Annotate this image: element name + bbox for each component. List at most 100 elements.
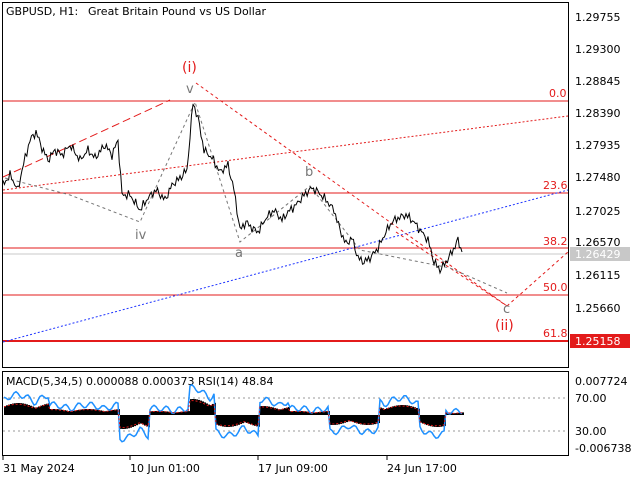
macd-bar xyxy=(50,409,52,415)
macd-bar xyxy=(288,407,290,415)
wave-label-b: b xyxy=(305,165,313,180)
macd-bar xyxy=(104,411,106,415)
macd-bar xyxy=(12,403,14,415)
price-tick: 1.28390 xyxy=(575,107,621,120)
macd-bar xyxy=(34,407,36,415)
macd-bar xyxy=(22,403,24,415)
time-tick: 17 Jun 09:00 xyxy=(258,462,328,475)
macd-bar xyxy=(254,415,256,426)
macd-bar xyxy=(80,409,82,415)
macd-bar xyxy=(226,415,228,427)
macd-bar xyxy=(178,412,180,415)
current-price-label: 1.26429 xyxy=(575,248,621,261)
macd-bar xyxy=(370,415,372,425)
macd-bar xyxy=(112,409,114,415)
macd-bar xyxy=(152,411,154,415)
macd-bar xyxy=(330,415,332,425)
macd-bar xyxy=(48,403,50,415)
macd-bar xyxy=(216,415,218,425)
macd-bar xyxy=(320,411,322,415)
wave-ii-upper-line[interactable] xyxy=(195,82,508,307)
red-dashed-channel[interactable] xyxy=(2,99,171,178)
macd-bar xyxy=(198,399,200,415)
macd-bar xyxy=(218,415,220,426)
macd-bar xyxy=(446,412,448,415)
macd-bar xyxy=(154,411,156,415)
macd-bar xyxy=(272,407,274,415)
macd-bar xyxy=(252,415,254,426)
macd-bar xyxy=(182,411,184,415)
macd-bar xyxy=(452,413,454,415)
macd-bar xyxy=(192,399,194,415)
wave-label-a: a xyxy=(235,246,243,261)
macd-bar xyxy=(380,407,382,415)
macd-bar xyxy=(262,406,264,415)
macd-bar xyxy=(122,415,124,429)
fibonacci-levels[interactable]: 0.0 23.6 38.2 50.0 61.8 xyxy=(3,87,568,342)
macd-bar xyxy=(374,415,376,425)
macd-bar xyxy=(434,415,436,427)
macd-bar xyxy=(358,415,360,424)
macd-bar xyxy=(120,415,122,429)
macd-bar xyxy=(124,415,126,429)
macd-bar xyxy=(348,415,350,422)
macd-bar xyxy=(166,411,168,415)
macd-bar xyxy=(414,407,416,415)
macd-bar xyxy=(162,411,164,415)
macd-bar xyxy=(280,409,282,415)
macd-bar xyxy=(58,409,60,415)
macd-bar xyxy=(150,411,152,415)
macd-bar xyxy=(388,407,390,415)
macd-bar xyxy=(72,410,74,415)
macd-bar xyxy=(350,415,352,422)
macd-bar xyxy=(18,403,20,415)
macd-bar xyxy=(156,411,158,415)
macd-bar xyxy=(114,409,116,415)
macd-bar xyxy=(284,408,286,415)
rsi-line xyxy=(3,383,463,443)
price-tick: 1.26570 xyxy=(575,236,621,249)
macd-bar xyxy=(246,415,248,423)
macd-bar xyxy=(4,406,6,415)
macd-bar xyxy=(142,415,144,425)
macd-bar xyxy=(10,404,12,415)
macd-bar xyxy=(136,415,138,426)
macd-bar xyxy=(264,406,266,415)
macd-bar xyxy=(366,415,368,425)
wave-ii-projection-line[interactable] xyxy=(506,251,569,307)
fib-label: 50.0 xyxy=(543,281,568,294)
macd-bar xyxy=(92,409,94,415)
macd-bar xyxy=(134,415,136,427)
symbol-description: Great Britain Pound vs US Dollar xyxy=(88,5,267,18)
macd-bar xyxy=(40,405,42,415)
red-dotted-trendline[interactable] xyxy=(2,115,569,191)
macd-bar xyxy=(326,411,328,415)
time-axis: 31 May 2024 10 Jun 01:00 17 Jun 09:00 24… xyxy=(2,456,457,475)
macd-bar xyxy=(70,411,72,415)
macd-bar xyxy=(316,412,318,415)
macd-bar xyxy=(38,406,40,415)
macd-bar xyxy=(208,404,210,415)
blue-trendline[interactable] xyxy=(2,189,569,343)
macd-bar xyxy=(212,403,214,415)
wave-label-i: (i) xyxy=(182,60,197,76)
fib-label: 61.8 xyxy=(543,327,568,340)
macd-bar xyxy=(126,415,128,429)
macd-bar xyxy=(432,415,434,427)
macd-bar xyxy=(108,410,110,415)
macd-bar xyxy=(96,409,98,415)
macd-bar xyxy=(128,415,130,429)
macd-bar xyxy=(440,415,442,427)
macd-bar xyxy=(298,411,300,415)
macd-bar xyxy=(54,409,56,415)
macd-bar xyxy=(74,410,76,415)
macd-bar xyxy=(236,415,238,426)
macd-bar xyxy=(386,408,388,415)
indicator-pane-frame xyxy=(2,371,569,456)
macd-bar xyxy=(90,409,92,415)
macd-bar xyxy=(404,405,406,415)
macd-bar xyxy=(110,410,112,415)
macd-bar xyxy=(174,412,176,415)
